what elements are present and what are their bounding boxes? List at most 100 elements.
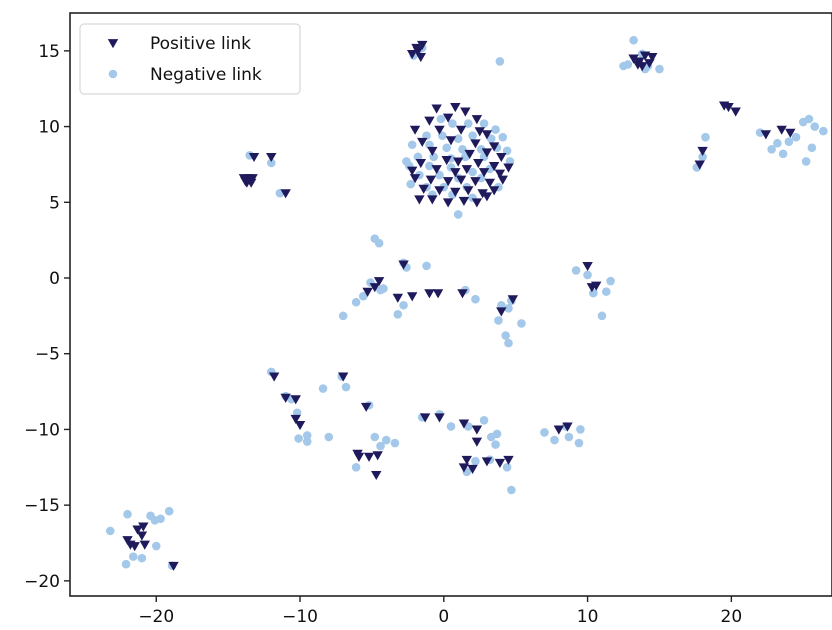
positive-link-point (464, 149, 475, 160)
positive-link-point (471, 115, 483, 125)
positive-link-point (432, 289, 444, 299)
positive-link-point (442, 113, 454, 123)
positive-link-point (424, 116, 435, 126)
negative-link-point (407, 140, 417, 150)
negative-link-point (504, 338, 513, 348)
negative-link-point (448, 119, 457, 128)
positive-link-point (372, 451, 383, 461)
positive-link-point (360, 402, 372, 412)
positive-link-point (337, 372, 349, 382)
positive-link-point (294, 420, 306, 431)
positive-link-point (723, 102, 734, 113)
positive-link-point (424, 289, 435, 299)
negative-link-point (302, 431, 312, 440)
negative-link-point (597, 311, 607, 321)
negative-link-point (564, 432, 574, 442)
positive-link-point (280, 189, 291, 199)
negative-link-point (294, 434, 303, 443)
positive-link-point (406, 166, 418, 176)
positive-link-point (290, 395, 301, 405)
positive-link-point (460, 107, 471, 117)
positive-link-point (415, 53, 427, 63)
positive-link-point (362, 287, 373, 297)
negative-link-point (606, 276, 615, 286)
y-tick-label: 10 (38, 118, 60, 138)
negative-link-point (778, 149, 788, 159)
negative-link-point (468, 167, 477, 177)
negative-link-point (629, 35, 638, 45)
negative-link-point (492, 429, 502, 439)
negative-link-point (486, 134, 496, 143)
negative-link-point (422, 131, 431, 140)
negative-link-point (571, 266, 581, 275)
negative-link-point (413, 152, 423, 162)
positive-link-point (562, 422, 573, 432)
negative-link-point (773, 138, 782, 148)
plot-area (105, 35, 828, 571)
positive-link-point (760, 130, 772, 140)
positive-link-point (363, 452, 375, 462)
negative-link-point (801, 157, 811, 166)
positive-link-point (503, 455, 514, 465)
x-tick-label: −20 (138, 607, 174, 625)
positive-link-point (697, 146, 708, 156)
positive-link-point (481, 148, 493, 158)
positive-link-point (582, 261, 593, 272)
positive-link-point (138, 522, 149, 532)
positive-link-point (507, 295, 519, 305)
positive-link-point (553, 425, 565, 435)
positive-link-point (290, 414, 301, 425)
positive-link-point (132, 525, 143, 535)
negative-link-point (105, 526, 115, 536)
negative-link-point (137, 553, 147, 563)
positive-link-point (478, 168, 490, 178)
legend-marker-negative (108, 69, 118, 79)
negative-link-point (807, 143, 817, 153)
negative-link-point (471, 294, 480, 304)
negative-link-point (382, 435, 391, 445)
negative-link-point (150, 515, 160, 525)
positive-link-point (463, 186, 474, 196)
positive-link-point (427, 146, 438, 156)
positive-link-point (406, 292, 418, 302)
positive-link-point (461, 455, 473, 465)
positive-link-point (474, 127, 485, 137)
positive-link-point (471, 437, 483, 447)
positive-link-point (434, 125, 445, 135)
negative-link-point (458, 144, 467, 154)
positive-link-point (471, 425, 483, 435)
positive-link-point (427, 195, 438, 205)
negative-link-point (505, 157, 515, 166)
positive-link-point (409, 174, 421, 184)
negative-link-point (453, 134, 463, 143)
negative-link-point (491, 440, 500, 449)
positive-link-point (450, 168, 461, 178)
negative-link-point (393, 310, 403, 319)
positive-link-point (458, 196, 470, 206)
positive-link-point (434, 186, 445, 196)
negative-link-point (501, 331, 510, 340)
positive-link-point (352, 449, 363, 459)
negative-link-point (623, 60, 633, 69)
axes-frame (69, 12, 832, 597)
positive-link-point (496, 152, 507, 163)
negative-link-point (442, 143, 451, 153)
negative-link-point (576, 425, 585, 434)
negative-link-point (429, 152, 439, 162)
negative-link-point (479, 119, 489, 128)
positive-link-point (442, 177, 454, 187)
positive-link-point (455, 125, 467, 135)
negative-link-point (502, 146, 512, 156)
positive-link-point (494, 458, 506, 468)
negative-link-point (318, 384, 328, 393)
positive-link-point (139, 540, 150, 550)
negative-link-point (494, 316, 503, 325)
positive-link-point (398, 260, 409, 270)
positive-link-point (591, 281, 602, 291)
y-tick-label: −5 (35, 345, 60, 365)
negative-link-point (425, 161, 434, 171)
negative-link-point (550, 435, 559, 445)
positive-link-point (409, 125, 421, 135)
negative-link-point (497, 300, 506, 310)
